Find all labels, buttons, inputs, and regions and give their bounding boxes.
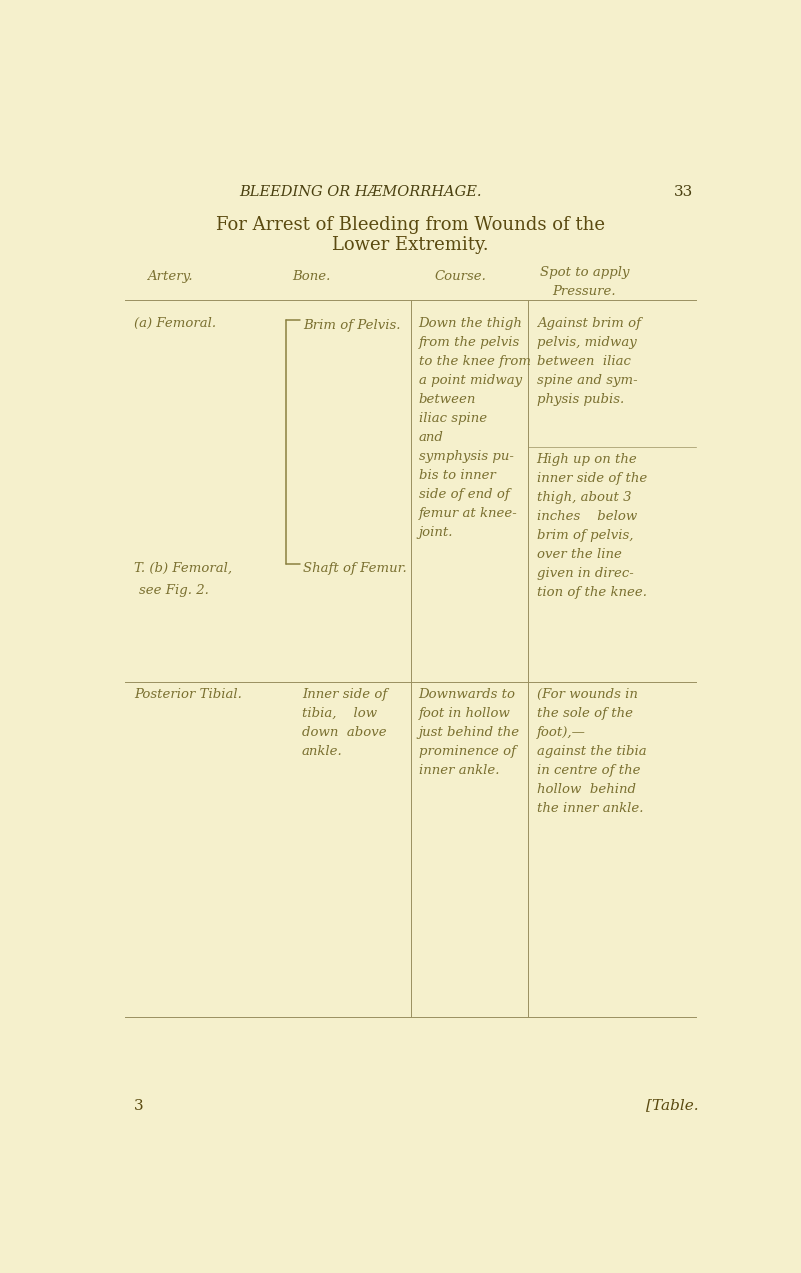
Text: Course.: Course. (434, 270, 486, 284)
Text: For Arrest of Bleeding from Wounds of the: For Arrest of Bleeding from Wounds of th… (216, 216, 605, 234)
Text: 33: 33 (674, 185, 693, 199)
Text: High up on the
inner side of the
thigh, about 3
inches    below
brim of pelvis,
: High up on the inner side of the thigh, … (537, 453, 646, 598)
Text: Pressure.: Pressure. (553, 285, 616, 298)
Text: BLEEDING OR HÆMORRHAGE.: BLEEDING OR HÆMORRHAGE. (239, 185, 482, 199)
Text: Spot to apply: Spot to apply (540, 266, 629, 280)
Text: [Table.: [Table. (646, 1099, 699, 1113)
Text: Against brim of
pelvis, midway
between  iliac
spine and sym-
physis pubis.: Against brim of pelvis, midway between i… (537, 317, 641, 406)
Text: Bone.: Bone. (292, 270, 330, 284)
Text: (a) Femoral.: (a) Femoral. (135, 317, 216, 331)
Text: Lower Extremity.: Lower Extremity. (332, 236, 489, 253)
Text: Posterior Tibial.: Posterior Tibial. (135, 687, 242, 701)
Text: (For wounds in
the sole of the
foot),—
against the tibia
in centre of the
hollow: (For wounds in the sole of the foot),— a… (537, 687, 646, 815)
Text: Shaft of Femur.: Shaft of Femur. (303, 561, 407, 574)
Text: Inner side of
tibia,    low
down  above
ankle.: Inner side of tibia, low down above ankl… (302, 687, 387, 757)
Text: Downwards to
foot in hollow
just behind the
prominence of
inner ankle.: Downwards to foot in hollow just behind … (419, 687, 520, 777)
Text: Brim of Pelvis.: Brim of Pelvis. (303, 320, 400, 332)
Text: 3: 3 (135, 1099, 144, 1113)
Text: Down the thigh
from the pelvis
to the knee from
a point midway
between
iliac spi: Down the thigh from the pelvis to the kn… (419, 317, 530, 540)
Text: T. (b) Femoral,: T. (b) Femoral, (135, 561, 232, 574)
Text: Artery.: Artery. (147, 270, 192, 284)
Text: see Fig. 2.: see Fig. 2. (139, 584, 209, 597)
